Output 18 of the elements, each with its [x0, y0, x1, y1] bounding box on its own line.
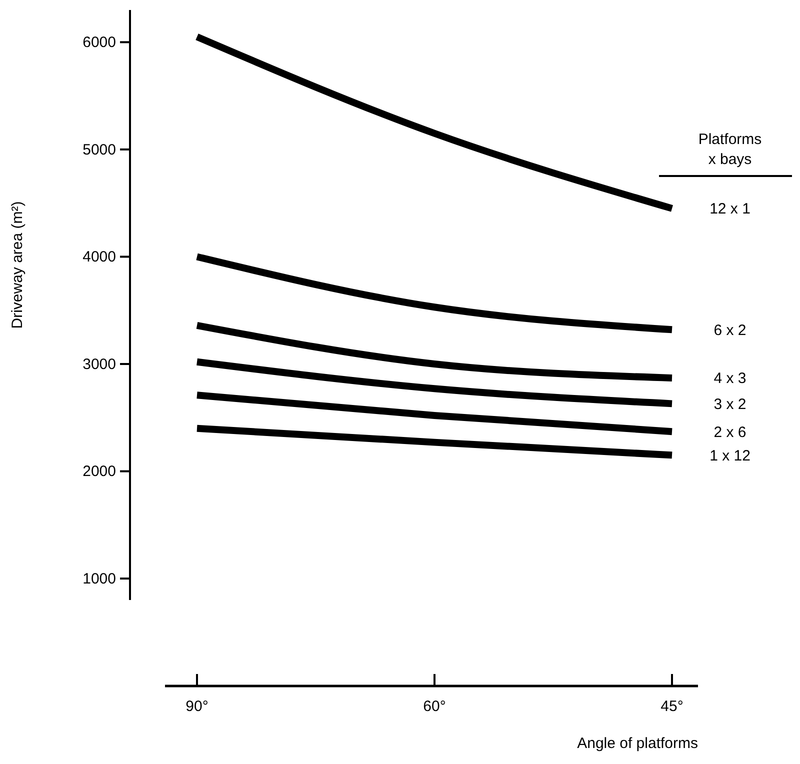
- x-axis-title: Angle of platforms: [577, 735, 698, 752]
- text: 1 x 12: [710, 447, 750, 464]
- y-tick-label: 6000: [82, 34, 116, 51]
- y-axis-title: Driveway area (m²): [9, 201, 26, 329]
- text: 4 x 3: [714, 370, 746, 388]
- y-tick-label: 1000: [82, 570, 116, 588]
- text: 2 x 6: [714, 424, 746, 441]
- text: 6 x 2: [714, 322, 746, 339]
- y-tick-label: 5000: [82, 141, 116, 158]
- x-tick-label: 45°: [660, 698, 684, 715]
- text: 12 x 1: [710, 200, 750, 218]
- y-tick-label: 4000: [82, 248, 116, 266]
- y-tick-label: 2000: [82, 463, 116, 480]
- y-tick-label: 3000: [82, 356, 116, 373]
- x-tick-label: 90°: [186, 698, 208, 715]
- legend-title: Platforms x bays: [698, 131, 762, 168]
- x-tick-label: 60°: [423, 698, 446, 715]
- text: 3 x 2: [714, 396, 746, 413]
